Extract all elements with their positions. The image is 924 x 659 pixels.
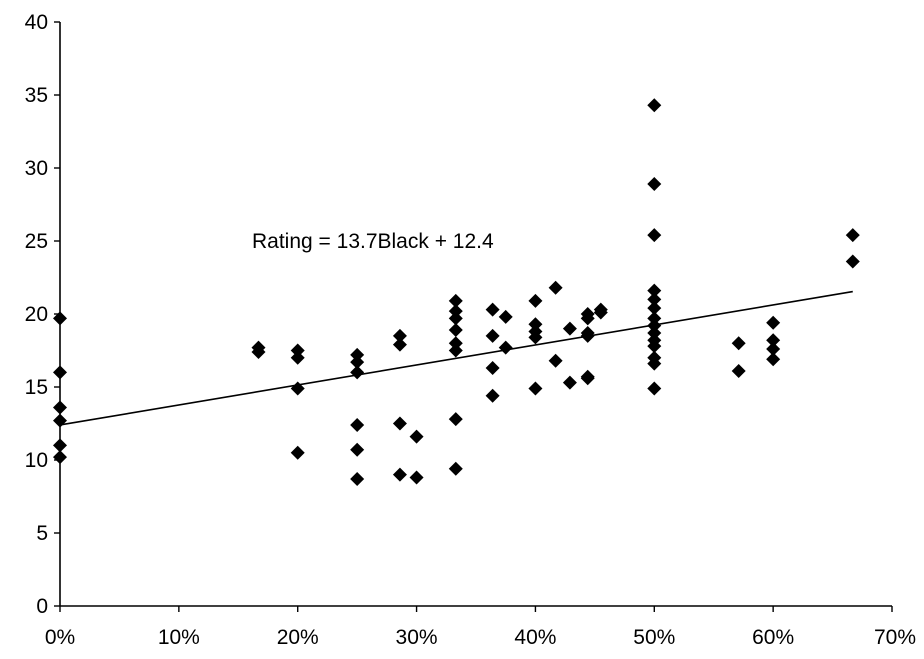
data-point — [350, 442, 365, 457]
x-tick-label: 0% — [45, 626, 75, 649]
data-point — [448, 336, 463, 351]
data-point — [766, 333, 781, 348]
data-point — [731, 336, 746, 351]
data-point — [548, 353, 563, 368]
x-tick-label: 40% — [514, 626, 556, 649]
data-point — [647, 98, 662, 113]
data-point — [647, 318, 662, 333]
data-point — [647, 356, 662, 371]
data-point — [448, 304, 463, 319]
points-layer — [53, 98, 860, 486]
data-point — [392, 328, 407, 343]
data-point — [498, 340, 513, 355]
data-point — [448, 412, 463, 427]
data-point — [350, 355, 365, 370]
data-point — [448, 323, 463, 338]
x-tick-label: 20% — [277, 626, 319, 649]
data-point — [766, 352, 781, 367]
data-point — [528, 330, 543, 345]
x-tick-label: 30% — [396, 626, 438, 649]
data-point — [647, 339, 662, 354]
data-point — [350, 417, 365, 432]
data-point — [485, 361, 500, 376]
data-point — [392, 337, 407, 352]
x-tick-label: 10% — [158, 626, 200, 649]
y-tick-label: 35 — [25, 84, 48, 107]
data-point — [580, 311, 595, 326]
x-tick-label: 50% — [633, 626, 675, 649]
data-point — [409, 429, 424, 444]
data-point — [647, 311, 662, 326]
data-point — [548, 280, 563, 295]
data-point — [290, 381, 305, 396]
data-point — [845, 228, 860, 243]
data-point — [392, 416, 407, 431]
data-point — [647, 283, 662, 298]
data-point — [647, 177, 662, 192]
data-point — [528, 317, 543, 332]
regression-equation-label: Rating = 13.7Black + 12.4 — [252, 230, 494, 253]
data-point — [647, 381, 662, 396]
data-point — [580, 328, 595, 343]
data-point — [290, 445, 305, 460]
data-point — [448, 293, 463, 308]
data-point — [290, 343, 305, 358]
data-point — [580, 371, 595, 386]
data-point — [485, 302, 500, 317]
data-point — [528, 293, 543, 308]
x-tick-label: 60% — [752, 626, 794, 649]
data-point — [562, 321, 577, 336]
data-point — [562, 375, 577, 390]
data-point — [485, 388, 500, 403]
data-point — [409, 470, 424, 485]
data-point — [448, 461, 463, 476]
data-point — [593, 305, 608, 320]
ticks-layer: 0 5 10 15 20 25 30 35 40 0% 10% 20% 30% 40% 50% 60% 70% — [25, 11, 916, 649]
data-point — [766, 315, 781, 330]
data-point — [290, 350, 305, 365]
data-point — [647, 228, 662, 243]
data-point — [350, 365, 365, 380]
y-tick-label: 15 — [25, 376, 48, 399]
x-tick-label: 70% — [874, 626, 916, 649]
data-point — [251, 344, 266, 359]
data-point — [392, 467, 407, 482]
data-point — [498, 309, 513, 324]
y-tick-label: 30 — [25, 157, 48, 180]
data-point — [448, 311, 463, 326]
y-tick-label: 5 — [36, 522, 48, 545]
data-point — [528, 381, 543, 396]
data-point — [845, 254, 860, 269]
y-tick-label: 0 — [36, 595, 48, 618]
data-point — [731, 363, 746, 378]
y-tick-label: 20 — [25, 303, 48, 326]
data-point — [647, 301, 662, 316]
trend-layer — [59, 290, 853, 426]
data-point — [766, 342, 781, 357]
data-point — [485, 328, 500, 343]
y-tick-label: 25 — [25, 230, 48, 253]
data-point — [647, 325, 662, 340]
y-tick-label: 40 — [25, 11, 48, 34]
data-point — [350, 347, 365, 362]
y-tick-label: 10 — [25, 449, 48, 472]
data-point — [448, 343, 463, 358]
data-point — [350, 471, 365, 486]
data-point — [647, 292, 662, 307]
trend-line — [59, 290, 853, 426]
